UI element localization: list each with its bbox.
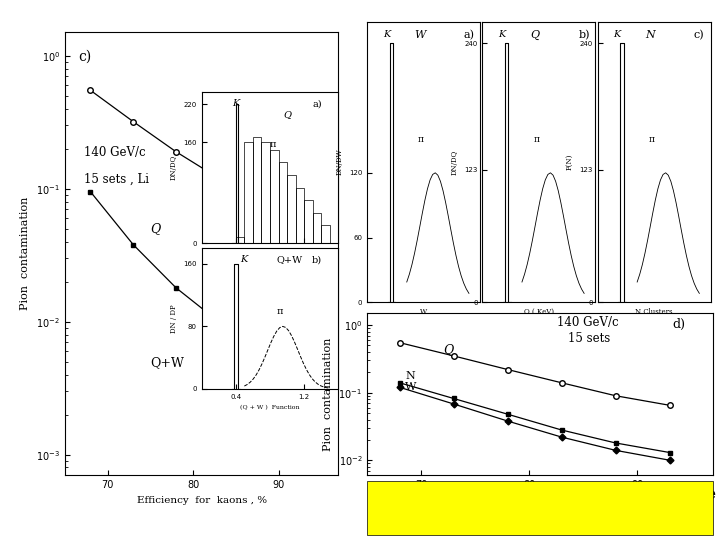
X-axis label: W: W <box>420 308 428 316</box>
Text: L: L <box>588 512 601 530</box>
Text: K: K <box>630 485 646 503</box>
Text: K: K <box>232 99 239 109</box>
Text: d): d) <box>672 318 685 331</box>
Text: K: K <box>613 30 621 39</box>
Y-axis label: DN/DQ: DN/DQ <box>451 150 459 174</box>
Y-axis label: Pion  contamination: Pion contamination <box>20 197 30 310</box>
Text: W: W <box>415 30 426 40</box>
Bar <box>261 142 270 243</box>
Y-axis label: F(N): F(N) <box>566 154 574 170</box>
Text: c): c) <box>693 30 704 40</box>
Bar <box>296 187 305 243</box>
Bar <box>305 200 312 243</box>
Text: ≈ 70 cm !: ≈ 70 cm ! <box>599 512 694 530</box>
Text: 5%π: 5%π <box>402 485 441 503</box>
Text: 140 GeV/c: 140 GeV/c <box>84 146 145 159</box>
Bar <box>253 137 261 243</box>
Text: N: N <box>645 30 654 40</box>
Bar <box>321 225 330 243</box>
Text: 15 sets: 15 sets <box>567 332 610 346</box>
Bar <box>279 163 287 243</box>
X-axis label: Q ( KeV): Q ( KeV) <box>524 308 554 316</box>
Text: Q: Q <box>284 110 292 119</box>
Text: K: K <box>240 255 247 265</box>
Text: π: π <box>277 307 283 316</box>
Text: K: K <box>498 30 505 39</box>
Y-axis label: DN/DW: DN/DW <box>336 148 343 176</box>
Text: N: N <box>405 371 415 381</box>
Text: Q+W: Q+W <box>150 356 184 369</box>
Text: K: K <box>383 30 390 39</box>
Text: but  with just: but with just <box>429 512 565 530</box>
X-axis label: (Q + W )  Function: (Q + W ) Function <box>240 405 300 410</box>
Text: Q: Q <box>443 343 453 356</box>
Text: b): b) <box>312 255 322 265</box>
Text: sample: sample <box>644 485 716 503</box>
Text: 15 sets , Li: 15 sets , Li <box>84 173 149 186</box>
Text: W: W <box>405 382 416 392</box>
Text: c): c) <box>78 50 91 64</box>
Text: a): a) <box>312 99 322 109</box>
Text: Q: Q <box>150 222 161 235</box>
X-axis label: Efficiency  for  kaons , %: Efficiency for kaons , % <box>137 496 266 504</box>
Text: a): a) <box>463 30 474 40</box>
Text: π: π <box>649 136 654 144</box>
Text: ≈: ≈ <box>381 485 406 503</box>
Text: π: π <box>270 140 276 149</box>
Text: 140 GeV/c: 140 GeV/c <box>557 316 619 329</box>
Text: Q+W: Q+W <box>277 255 303 265</box>
Text: π: π <box>534 136 539 144</box>
Text: π: π <box>418 136 424 144</box>
X-axis label: N Clusters: N Clusters <box>635 308 673 316</box>
Text: Q: Q <box>530 30 539 40</box>
Bar <box>270 150 279 243</box>
Text: b): b) <box>578 30 590 40</box>
Bar <box>287 175 296 243</box>
Bar <box>312 213 321 243</box>
Y-axis label: DN / DP: DN / DP <box>170 304 178 333</box>
X-axis label: Efficiency  for  kacns , %: Efficiency for kacns , % <box>475 496 605 504</box>
Text: contamination  into: contamination into <box>444 485 650 503</box>
Y-axis label: DN/DQ: DN/DQ <box>170 155 178 180</box>
X-axis label: Total  charge ( Q, arb. unit ): Total charge ( Q, arb. unit ) <box>226 259 314 265</box>
Y-axis label: Pion  contamination: Pion contamination <box>323 338 333 451</box>
Bar <box>244 142 253 243</box>
Bar <box>236 237 244 243</box>
